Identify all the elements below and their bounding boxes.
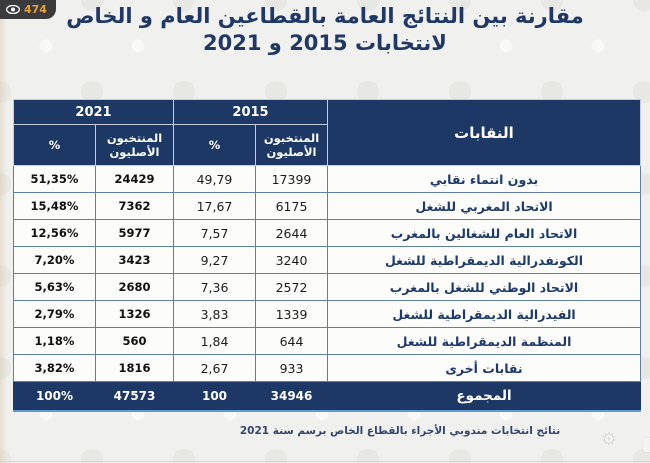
total-elected-2015-cell: 34946 <box>255 381 328 412</box>
table-row: نقابات أخرى 933 2,67 1816 3,82% <box>13 354 641 382</box>
table-row: الاتحاد العام للشغالين بالمغرب 2644 7,57… <box>13 219 641 247</box>
elected-2021-cell: 1816 <box>95 354 174 382</box>
table-row: الفيدرالية الديمقراطية للشغل 1339 3,83 1… <box>13 300 641 328</box>
gear-icon[interactable]: ⚙ <box>601 429 618 450</box>
union-name-cell: بدون انتماء نقابي <box>327 165 641 193</box>
page-title: مقارنة بين النتائج العامة بالقطاعين العا… <box>0 3 650 57</box>
elected-2021-cell: 560 <box>95 327 174 355</box>
page-title-line2: لانتخابات 2015 و 2021 <box>203 31 447 55</box>
views-badge: 474 <box>0 0 56 19</box>
table-header-years: النقابات 2015 2021 <box>13 99 641 166</box>
pct-2015-cell: 3,83 <box>173 300 256 328</box>
results-table: النقابات 2015 2021 المنتخبون الأصليون % … <box>13 99 641 412</box>
union-name-cell: نقابات أخرى <box>327 354 641 382</box>
elected-2015-cell: 2572 <box>255 273 328 301</box>
table-row: بدون انتماء نقابي 17399 49,79 24429 51,3… <box>13 165 641 193</box>
elected-2021-header: المنتخبون الأصليون <box>95 124 174 166</box>
bottom-divider <box>0 461 650 462</box>
pct-2015-cell: 49,79 <box>173 165 256 193</box>
elected-2015-cell: 1339 <box>255 300 328 328</box>
elected-2015-cell: 17399 <box>255 165 328 193</box>
total-pct-2021-cell: 100% <box>13 381 96 412</box>
pct-2021-cell: 15,48% <box>13 192 96 220</box>
elected-2015-header: المنتخبون الأصليون <box>255 124 328 166</box>
pct-2021-cell: 51,35% <box>13 165 96 193</box>
pct-2015-cell: 17,67 <box>173 192 256 220</box>
total-elected-2021-cell: 47573 <box>95 381 174 412</box>
pct-2015-cell: 1,84 <box>173 327 256 355</box>
elected-2015-cell: 644 <box>255 327 328 355</box>
pct-2021-cell: 12,56% <box>13 219 96 247</box>
table-row: الاتحاد الوطني للشغل بالمغرب 2572 7,36 2… <box>13 273 641 301</box>
eye-icon <box>6 4 20 14</box>
elected-2021-cell: 24429 <box>95 165 174 193</box>
pct-2021-cell: 2,79% <box>13 300 96 328</box>
elected-2015-cell: 2644 <box>255 219 328 247</box>
table-row: المنظمة الديمقراطية للشغل 644 1,84 560 1… <box>13 327 641 355</box>
pct-2015-cell: 7,36 <box>173 273 256 301</box>
year-2021-header: 2021 <box>13 99 174 125</box>
union-name-cell: الاتحاد الوطني للشغل بالمغرب <box>327 273 641 301</box>
table-header-sub: المنتخبون الأصليون % المنتخبون الأصليون … <box>13 124 641 166</box>
elected-2021-cell: 3423 <box>95 246 174 274</box>
union-name-cell: الاتحاد المغربي للشغل <box>327 192 641 220</box>
elected-2021-cell: 5977 <box>95 219 174 247</box>
elected-2015-cell: 6175 <box>255 192 328 220</box>
union-name-cell: الكونفدرالية الديمقراطية للشغل <box>327 246 641 274</box>
slide-caption: نتائج انتخابات مندوبي الأجراء بالقطاع ال… <box>239 425 561 437</box>
year-2015-header: 2015 <box>173 99 328 125</box>
elected-2015-cell: 3240 <box>255 246 328 274</box>
union-name-cell: المنظمة الديمقراطية للشغل <box>327 327 641 355</box>
table-row: الكونفدرالية الديمقراطية للشغل 3240 9,27… <box>13 246 641 274</box>
pct-2021-cell: 5,63% <box>13 273 96 301</box>
pct-2021-cell: 1,18% <box>13 327 96 355</box>
fullscreen-icon[interactable] <box>643 438 650 452</box>
views-count: 474 <box>24 2 47 16</box>
pct-2021-cell: 7,20% <box>13 246 96 274</box>
pct-2015-cell: 9,27 <box>173 246 256 274</box>
pct-2015-cell: 7,57 <box>173 219 256 247</box>
unions-column-header: النقابات <box>327 99 641 166</box>
pct-2015-header: % <box>173 124 256 166</box>
table-total-row: المجموع 34946 100 47573 100% <box>13 381 641 412</box>
pct-2015-cell: 2,67 <box>173 354 256 382</box>
total-label-cell: المجموع <box>327 381 641 412</box>
pct-2021-cell: 3,82% <box>13 354 96 382</box>
elected-2021-cell: 2680 <box>95 273 174 301</box>
elected-2021-cell: 7362 <box>95 192 174 220</box>
left-edge-shade <box>0 0 7 463</box>
table-row: الاتحاد المغربي للشغل 6175 17,67 7362 15… <box>13 192 641 220</box>
pct-2021-header: % <box>13 124 96 166</box>
elected-2021-cell: 1326 <box>95 300 174 328</box>
union-name-cell: الاتحاد العام للشغالين بالمغرب <box>327 219 641 247</box>
page-title-line1: مقارنة بين النتائج العامة بالقطاعين العا… <box>66 4 584 28</box>
total-pct-2015-cell: 100 <box>173 381 256 412</box>
elected-2015-cell: 933 <box>255 354 328 382</box>
union-name-cell: الفيدرالية الديمقراطية للشغل <box>327 300 641 328</box>
